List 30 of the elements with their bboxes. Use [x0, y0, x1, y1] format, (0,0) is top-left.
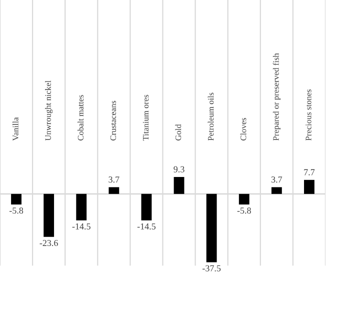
x-tick-label: Cobalt mattes	[78, 95, 84, 140]
bar	[174, 176, 184, 194]
x-tick-label: Cloves	[240, 118, 246, 140]
bar	[76, 194, 87, 220]
bar	[108, 187, 120, 194]
x-tick-label: Gold	[175, 124, 182, 140]
x-tick-label: Precious stones	[306, 89, 312, 141]
data-label: -5.8	[237, 208, 251, 214]
x-tick-label: Petroleum oils	[208, 92, 214, 141]
data-label: -23.6	[40, 240, 58, 246]
bar	[141, 194, 152, 220]
x-tick-label: Crustaceans	[110, 100, 116, 140]
bar	[44, 194, 54, 237]
bar	[271, 187, 282, 194]
bar	[11, 194, 22, 204]
x-tick-label: Unwrought nickel	[45, 80, 53, 141]
data-label: 9.3	[174, 166, 184, 172]
data-label: -5.8	[9, 208, 24, 214]
bar	[206, 194, 217, 262]
data-label: 3.7	[271, 176, 282, 183]
data-label: -14.5	[137, 223, 156, 230]
bar	[304, 180, 314, 194]
data-label: 3.7	[108, 176, 120, 183]
x-tick-label: Vanilla	[12, 117, 18, 141]
data-label: -37.5	[202, 265, 221, 272]
data-label: 7.7	[304, 169, 315, 176]
data-label: -14.5	[72, 223, 90, 230]
x-tick-label: Prepared or preserved fish	[272, 53, 280, 141]
x-tick-label: Titanium ores	[142, 94, 149, 141]
bar	[238, 194, 250, 204]
